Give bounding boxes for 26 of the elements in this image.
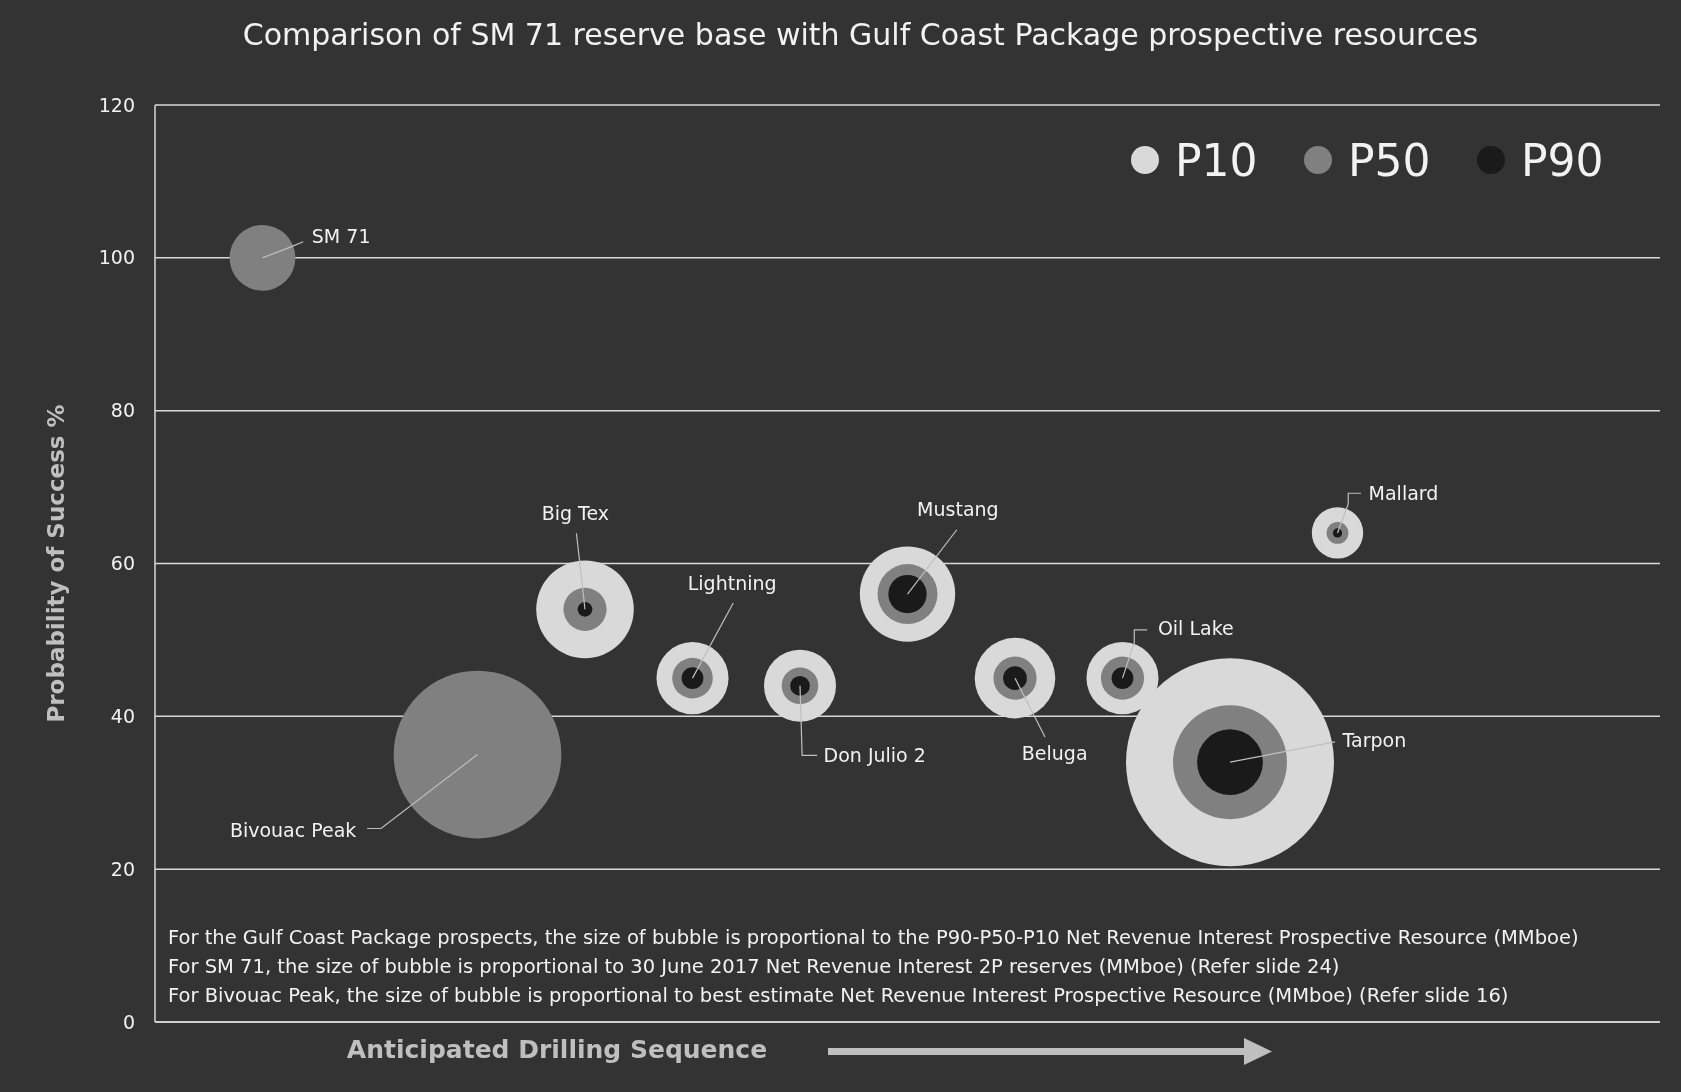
annotation: Mallard — [1368, 481, 1439, 504]
annotation: For the Gulf Coast Package prospects, the size of bubble is proportional to the P90-P50-P10 Net Revenue Interest Prospective Resource (MMboe) — [168, 926, 1579, 949]
annotation: Bivouac Peak — [229, 819, 357, 842]
x-axis-title: Anticipated Drilling Sequence — [346, 1035, 768, 1064]
y-tick-label: 40 — [110, 704, 135, 727]
y-axis-title: Probability of Success % — [43, 404, 69, 723]
y-tick-label: 0 — [122, 1010, 135, 1033]
annotation: Lightning — [687, 572, 777, 595]
annotation: SM 71 — [311, 225, 371, 248]
annotation: Tarpon — [1341, 729, 1407, 752]
legend-label: P90 — [1521, 134, 1604, 186]
y-tick-label: 60 — [110, 552, 135, 575]
legend-label: P50 — [1348, 134, 1431, 186]
annotation: Big Tex — [541, 501, 610, 524]
chart-title: Comparison of SM 71 reserve base with Gulf Coast Package prospective resources — [242, 17, 1479, 52]
annotation: For SM 71, the size of bubble is proportional to 30 June 2017 Net Revenue Interest 2P reserves (MMboe) (Refer slide 24) — [168, 955, 1340, 978]
annotation: Mustang — [917, 498, 999, 521]
y-tick-label: 80 — [110, 399, 135, 422]
y-tick-label: 100 — [98, 246, 135, 269]
annotation: Oil Lake — [1157, 617, 1234, 640]
annotation: Beluga — [1021, 741, 1088, 764]
y-tick-label: 20 — [110, 857, 135, 880]
y-tick-label: 120 — [98, 93, 135, 116]
annotation: For Bivouac Peak, the size of bubble is proportional to best estimate Net Revenue Interest Prospective Resource (MMboe) (Refer slide 16) — [168, 984, 1509, 1007]
annotation: Don Julio 2 — [823, 744, 926, 767]
legend-label: P10 — [1175, 134, 1258, 186]
